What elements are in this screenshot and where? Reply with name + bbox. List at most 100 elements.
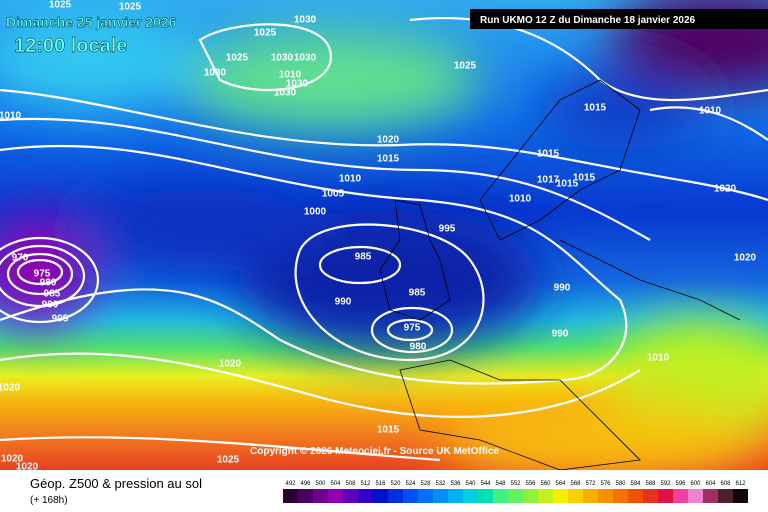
colorbar-label: 580 bbox=[615, 481, 626, 487]
colorbar-cell bbox=[553, 489, 568, 503]
isobar-label: 985 bbox=[409, 288, 426, 299]
isobar-label: 990 bbox=[552, 329, 569, 340]
colorbar-label: 604 bbox=[705, 481, 716, 487]
isobar-label: 1020 bbox=[16, 462, 39, 473]
colorbar-cell bbox=[658, 489, 673, 503]
isobar-label: 1015 bbox=[377, 154, 400, 165]
colorbar-cell bbox=[673, 489, 688, 503]
colorbar-cell bbox=[343, 489, 358, 503]
colorbar-cell bbox=[703, 489, 718, 503]
colorbar-cell bbox=[433, 489, 448, 503]
colorbar-label: 536 bbox=[450, 481, 461, 487]
footer-title: Géop. Z500 & pression au sol bbox=[30, 476, 202, 491]
colorbar-cell bbox=[568, 489, 583, 503]
colorbar-label: 540 bbox=[465, 481, 476, 487]
isobar-label: 1025 bbox=[226, 53, 249, 64]
colorbar-label: 512 bbox=[360, 481, 371, 487]
isobar-label: 1030 bbox=[286, 79, 309, 90]
colorbar-cell bbox=[538, 489, 553, 503]
isobar-label: 1030 bbox=[204, 68, 227, 79]
colorbar-cell bbox=[478, 489, 493, 503]
isobar-label: 1010 bbox=[699, 106, 722, 117]
colorbar-label: 500 bbox=[315, 481, 326, 487]
colorbar-label: 572 bbox=[585, 481, 596, 487]
colorbar-cell bbox=[328, 489, 343, 503]
isobar-label: 1017 bbox=[537, 175, 560, 186]
isobar-label: 1020 bbox=[734, 253, 757, 264]
colorbar-label: 556 bbox=[525, 481, 536, 487]
isobar-label: 1015 bbox=[377, 425, 400, 436]
isobar-label: 1015 bbox=[537, 149, 560, 160]
isobar-label: 1025 bbox=[119, 2, 142, 13]
isobar-label: 1000 bbox=[304, 207, 327, 218]
colorbar-label: 564 bbox=[555, 481, 566, 487]
isobar-label: 985 bbox=[44, 289, 61, 300]
isobar-label: 1015 bbox=[556, 179, 579, 190]
colorbar-label: 592 bbox=[660, 481, 671, 487]
colorbar-cell bbox=[403, 489, 418, 503]
isobar-label: 1010 bbox=[647, 353, 670, 364]
run-info: Run UKMO 12 Z du Dimanche 18 janvier 202… bbox=[480, 15, 696, 26]
colorbar-cell bbox=[598, 489, 613, 503]
colorbar-label: 560 bbox=[540, 481, 551, 487]
run-box bbox=[470, 9, 768, 29]
colorbar-cell bbox=[358, 489, 373, 503]
colorbar-cell bbox=[643, 489, 658, 503]
isobar-label: 980 bbox=[410, 342, 427, 353]
colorbar-cell bbox=[613, 489, 628, 503]
local-time: 12:00 locale bbox=[14, 35, 127, 57]
colorbar-label: 588 bbox=[645, 481, 656, 487]
colorbar-label: 532 bbox=[435, 481, 446, 487]
colorbar-label: 568 bbox=[570, 481, 581, 487]
colorbar: 492 496 500 504 508 512 516 520 524 528 532 536 540 5… bbox=[283, 481, 748, 503]
colorbar-label: 596 bbox=[675, 481, 686, 487]
colorbar-label: 600 bbox=[690, 481, 701, 487]
isobar-label: 975 bbox=[34, 269, 51, 280]
colorbar-label: 492 bbox=[285, 481, 296, 487]
isobar-label: 970 bbox=[12, 253, 29, 264]
colorbar-cell bbox=[463, 489, 478, 503]
isobar-label: 1010 bbox=[509, 194, 532, 205]
colorbar-label: 544 bbox=[480, 481, 491, 487]
colorbar-label: 496 bbox=[300, 481, 311, 487]
isobar-label: 1030 bbox=[294, 15, 317, 26]
colorbar-cell bbox=[628, 489, 643, 503]
colorbar-cell bbox=[418, 489, 433, 503]
colorbar-label: 528 bbox=[420, 481, 431, 487]
colorbar-label: 576 bbox=[600, 481, 611, 487]
colorbar-cell bbox=[508, 489, 523, 503]
isobar-label: 1020 bbox=[0, 383, 21, 394]
isobar-label: 1025 bbox=[217, 455, 240, 466]
isobar-label: 980 bbox=[40, 278, 57, 289]
colorbar-label: 520 bbox=[390, 481, 401, 487]
colorbar-cell bbox=[448, 489, 463, 503]
colorbar-label: 612 bbox=[735, 481, 746, 487]
isobar-label: 1010 bbox=[0, 111, 22, 122]
colorbar-cell bbox=[523, 489, 538, 503]
valid-date: Dimanche 25 janvier 2026 bbox=[6, 14, 177, 30]
colorbar-label: 508 bbox=[345, 481, 356, 487]
isobar-label: 995 bbox=[52, 314, 69, 325]
footer-lead: (+ 168h) bbox=[30, 495, 68, 506]
colorbar-label: 548 bbox=[495, 481, 506, 487]
colorbar-label: 608 bbox=[720, 481, 731, 487]
colorbar-cell bbox=[733, 489, 748, 503]
colorbar-cell bbox=[283, 489, 298, 503]
isobar-label: 990 bbox=[42, 300, 59, 311]
isobar-label: 1025 bbox=[254, 28, 277, 39]
colorbar-cell bbox=[718, 489, 733, 503]
isobar-label: 990 bbox=[335, 297, 352, 308]
colorbar-cell bbox=[373, 489, 388, 503]
isobar-label: 1020 bbox=[377, 135, 400, 146]
isobar-label: 1030 bbox=[274, 88, 297, 99]
isobar-label: 1015 bbox=[573, 173, 596, 184]
isobar-label: 995 bbox=[439, 224, 456, 235]
colorbar-label: 552 bbox=[510, 481, 521, 487]
isobar-label: 1005 bbox=[322, 189, 345, 200]
isobar-label: 1030 bbox=[294, 53, 317, 64]
isobar-label: 990 bbox=[554, 283, 571, 294]
isobar-label: 1020 bbox=[714, 184, 737, 195]
